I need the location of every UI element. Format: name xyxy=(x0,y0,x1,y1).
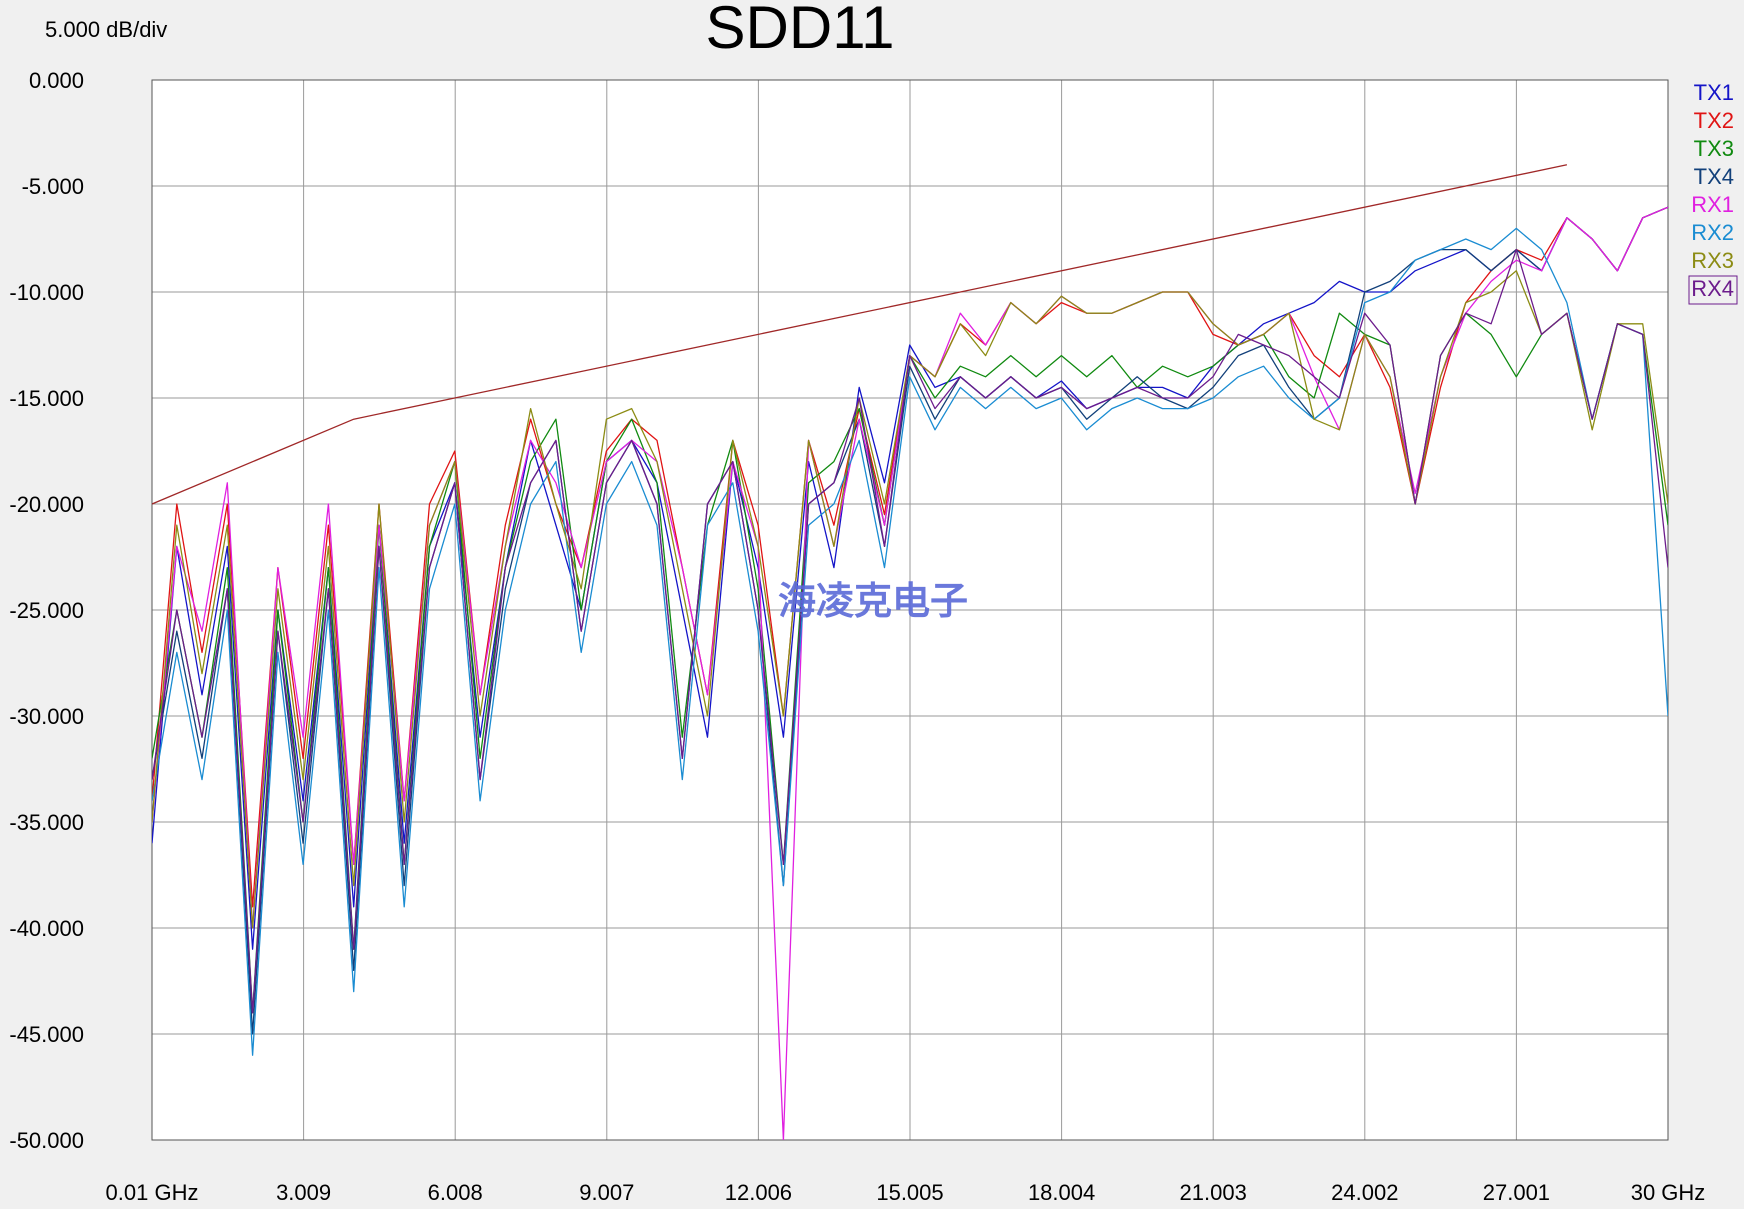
y-tick-label: 0.000 xyxy=(29,68,84,93)
series-line xyxy=(152,227,1668,1056)
y-tick-label: -20.000 xyxy=(9,492,84,517)
y-tick-label: -45.000 xyxy=(9,1022,84,1047)
legend-label: TX2 xyxy=(1694,108,1734,133)
x-tick-label: 15.005 xyxy=(876,1180,943,1205)
plot-border xyxy=(151,79,1669,1141)
y-tick-label: -35.000 xyxy=(9,810,84,835)
legend-label: RX1 xyxy=(1691,192,1734,217)
y-tick-label: -5.000 xyxy=(22,174,84,199)
x-tick-label: 3.009 xyxy=(276,1180,331,1205)
x-tick-label: 0.01 GHz xyxy=(106,1180,199,1205)
x-tick-label: 6.008 xyxy=(428,1180,483,1205)
legend-label: RX4 xyxy=(1691,276,1734,301)
x-tick-label: 24.002 xyxy=(1331,1180,1398,1205)
y-tick-label: -25.000 xyxy=(9,598,84,623)
y-tick-label: -15.000 xyxy=(9,386,84,411)
chart-title: SDD11 xyxy=(706,0,895,61)
y-tick-label: -30.000 xyxy=(9,704,84,729)
legend-label: TX1 xyxy=(1694,80,1734,105)
limit-line xyxy=(152,164,1568,505)
legend-label: TX3 xyxy=(1694,136,1734,161)
y-tick-label: -50.000 xyxy=(9,1128,84,1153)
scale-label: 5.000 dB/div xyxy=(45,17,167,42)
x-tick-label: 27.001 xyxy=(1483,1180,1550,1205)
x-tick-label: 9.007 xyxy=(579,1180,634,1205)
legend-label: RX2 xyxy=(1691,220,1734,245)
x-tick-label: 21.003 xyxy=(1180,1180,1247,1205)
series-line xyxy=(152,206,1668,950)
x-tick-label: 18.004 xyxy=(1028,1180,1095,1205)
y-tick-label: -40.000 xyxy=(9,916,84,941)
watermark: 海凌克电子 xyxy=(778,581,968,623)
legend-label: RX3 xyxy=(1691,248,1734,273)
legend-label: TX4 xyxy=(1694,164,1734,189)
series-line xyxy=(152,248,1668,1014)
x-tick-label: 12.006 xyxy=(725,1180,792,1205)
y-tick-label: -10.000 xyxy=(9,280,84,305)
x-tick-label: 30 GHz xyxy=(1631,1180,1706,1205)
legend-highlight xyxy=(1688,275,1738,305)
